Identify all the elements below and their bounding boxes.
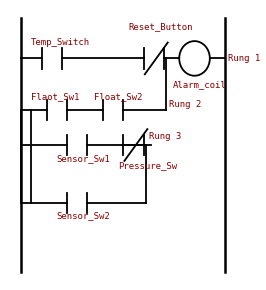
Text: Rung 1: Rung 1 bbox=[228, 54, 260, 63]
Text: Pressure_Sw: Pressure_Sw bbox=[118, 161, 177, 170]
Text: Rung 2: Rung 2 bbox=[169, 100, 201, 110]
Text: Float_Sw2: Float_Sw2 bbox=[94, 92, 142, 101]
Text: Rung 3: Rung 3 bbox=[149, 132, 181, 141]
Text: Reset_Button: Reset_Button bbox=[128, 23, 193, 32]
Text: Sensor_Sw2: Sensor_Sw2 bbox=[57, 212, 111, 221]
Text: Flaot_Sw1: Flaot_Sw1 bbox=[31, 92, 80, 101]
Text: Alarm_coil: Alarm_coil bbox=[173, 80, 227, 89]
Text: Sensor_Sw1: Sensor_Sw1 bbox=[57, 154, 111, 163]
Text: Temp_Switch: Temp_Switch bbox=[31, 39, 90, 48]
